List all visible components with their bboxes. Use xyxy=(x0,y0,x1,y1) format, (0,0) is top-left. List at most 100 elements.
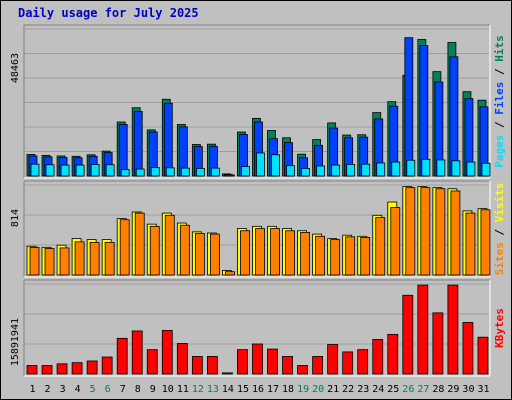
bar-sites xyxy=(450,190,461,276)
ymax-label-middle: 814 xyxy=(10,209,21,227)
day-label: 7 xyxy=(120,384,126,395)
day-label: 17 xyxy=(267,384,279,395)
legend-sites: Sites xyxy=(493,242,506,275)
day-label: 18 xyxy=(282,384,294,395)
bar-sites xyxy=(345,236,356,276)
bar-kbytes xyxy=(297,365,308,375)
bar-sites xyxy=(194,233,205,276)
bar-pages xyxy=(286,165,295,177)
day-label: 16 xyxy=(252,384,264,395)
bar-sites xyxy=(179,224,190,276)
bar-kbytes xyxy=(432,312,444,375)
bar-kbytes xyxy=(267,348,278,375)
bar-kbytes xyxy=(131,330,143,375)
bar-pages xyxy=(195,168,205,177)
day-label: 8 xyxy=(135,384,141,395)
bar-pages xyxy=(331,164,341,177)
ymax-label-bottom: 15891941 xyxy=(10,318,21,366)
day-label: 21 xyxy=(327,384,339,395)
legend-middle: Sites / Visits xyxy=(493,183,506,276)
day-label: 26 xyxy=(402,384,414,395)
bar-kbytes xyxy=(176,343,188,375)
bar-pages xyxy=(150,167,160,177)
bar-kbytes xyxy=(477,336,489,375)
day-label: 14 xyxy=(222,384,234,395)
bar-kbytes xyxy=(222,372,233,375)
bar-pages xyxy=(361,163,371,177)
bar-files xyxy=(118,124,128,177)
bar-kbytes xyxy=(101,356,113,375)
bar-sites xyxy=(164,214,175,276)
legend-separator: / xyxy=(493,62,506,82)
chart-title: Daily usage for July 2025 xyxy=(18,6,199,20)
legend-visits: Visits xyxy=(493,183,506,223)
day-label: 13 xyxy=(207,384,219,395)
bar-kbytes xyxy=(41,365,53,375)
bar-pages xyxy=(481,162,491,177)
bar-kbytes xyxy=(447,284,459,375)
bar-sites xyxy=(330,239,341,276)
bar-sites xyxy=(44,248,55,276)
bar-pages xyxy=(120,169,130,177)
bar-pages xyxy=(180,167,190,177)
bar-pages xyxy=(135,168,145,177)
bar-sites xyxy=(255,228,265,276)
bar-kbytes xyxy=(116,337,128,375)
day-label: 25 xyxy=(387,384,399,395)
day-label: 6 xyxy=(105,384,111,395)
day-label: 10 xyxy=(162,384,174,395)
bar-pages xyxy=(105,164,115,177)
bar-sites xyxy=(435,188,446,276)
bar-files xyxy=(133,110,143,177)
legend-kbytes: KBytes xyxy=(493,308,506,348)
bar-pages xyxy=(301,168,310,177)
bar-sites xyxy=(209,233,220,276)
legend-pages: Pages xyxy=(493,135,506,168)
bar-kbytes xyxy=(161,329,173,375)
bar-kbytes xyxy=(56,363,68,375)
bar-sites xyxy=(149,225,160,276)
bar-sites xyxy=(375,217,386,276)
bar-pages xyxy=(451,160,461,177)
bar-sites xyxy=(270,228,280,276)
bar-sites xyxy=(104,241,115,276)
day-label: 2 xyxy=(45,384,51,395)
bar-sites xyxy=(119,219,130,276)
day-label: 4 xyxy=(75,384,81,395)
bar-sites xyxy=(480,209,491,276)
bar-kbytes xyxy=(387,333,399,375)
bar-pages xyxy=(60,164,70,177)
day-label: 15 xyxy=(237,384,249,395)
day-label: 28 xyxy=(432,384,444,395)
bar-kbytes xyxy=(237,349,248,375)
bar-kbytes xyxy=(86,360,98,375)
day-label: 24 xyxy=(372,384,384,395)
bar-kbytes xyxy=(462,322,474,375)
bar-pages xyxy=(45,164,55,177)
bar-kbytes xyxy=(252,343,263,375)
bar-sites xyxy=(300,232,310,276)
bar-sites xyxy=(89,241,100,276)
bar-pages xyxy=(210,167,220,177)
day-label: 9 xyxy=(150,384,156,395)
bar-kbytes xyxy=(26,365,38,375)
bar-sites xyxy=(240,230,250,276)
bar-pages xyxy=(256,152,265,177)
legend-separator: / xyxy=(493,222,506,242)
bar-sites xyxy=(285,230,295,276)
bar-sites xyxy=(420,187,431,276)
bar-pages xyxy=(90,164,100,177)
bar-files xyxy=(449,56,459,177)
bar-sites xyxy=(390,207,401,276)
bar-pages xyxy=(421,158,431,177)
bar-pages xyxy=(316,165,326,177)
bar-sites xyxy=(134,212,145,276)
bar-pages xyxy=(75,164,85,177)
day-label: 19 xyxy=(297,384,309,395)
bar-pages xyxy=(165,167,175,177)
bar-sites xyxy=(225,271,235,276)
day-label: 12 xyxy=(192,384,204,395)
day-label: 30 xyxy=(462,384,474,395)
bar-kbytes xyxy=(417,284,429,375)
